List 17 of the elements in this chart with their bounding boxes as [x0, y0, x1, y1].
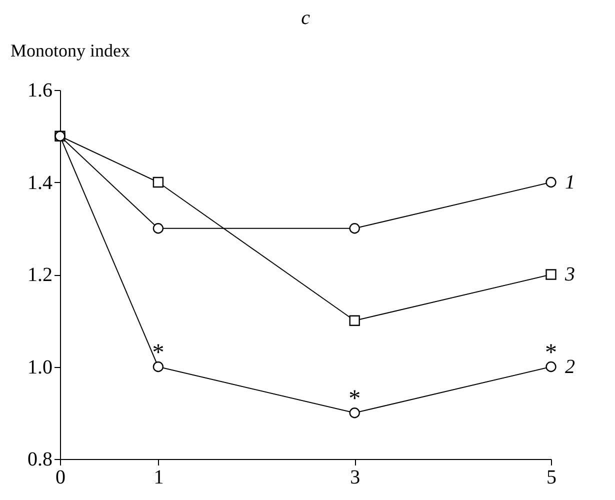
x-tick-label: 1	[154, 466, 164, 488]
x-tick-label: 0	[56, 466, 66, 488]
y-tick-label: 1.4	[28, 172, 52, 194]
y-tick-label: 1.6	[28, 80, 52, 102]
annotation: *	[545, 340, 557, 366]
series-label: 3	[564, 264, 575, 286]
annotation: *	[152, 340, 164, 366]
series-label: 2	[565, 356, 575, 378]
annotation: *	[348, 386, 361, 412]
series-label: 1	[565, 171, 575, 194]
x-tick-label: 5	[546, 466, 556, 488]
x-tick-label: 3	[350, 466, 360, 488]
y-tick-label: 1.2	[28, 264, 52, 286]
chart-title: c	[301, 7, 310, 29]
y-tick-label: 0.8	[28, 448, 52, 470]
y-axis-title: Monotony index	[10, 40, 130, 60]
y-tick-label: 1.0	[28, 356, 52, 378]
